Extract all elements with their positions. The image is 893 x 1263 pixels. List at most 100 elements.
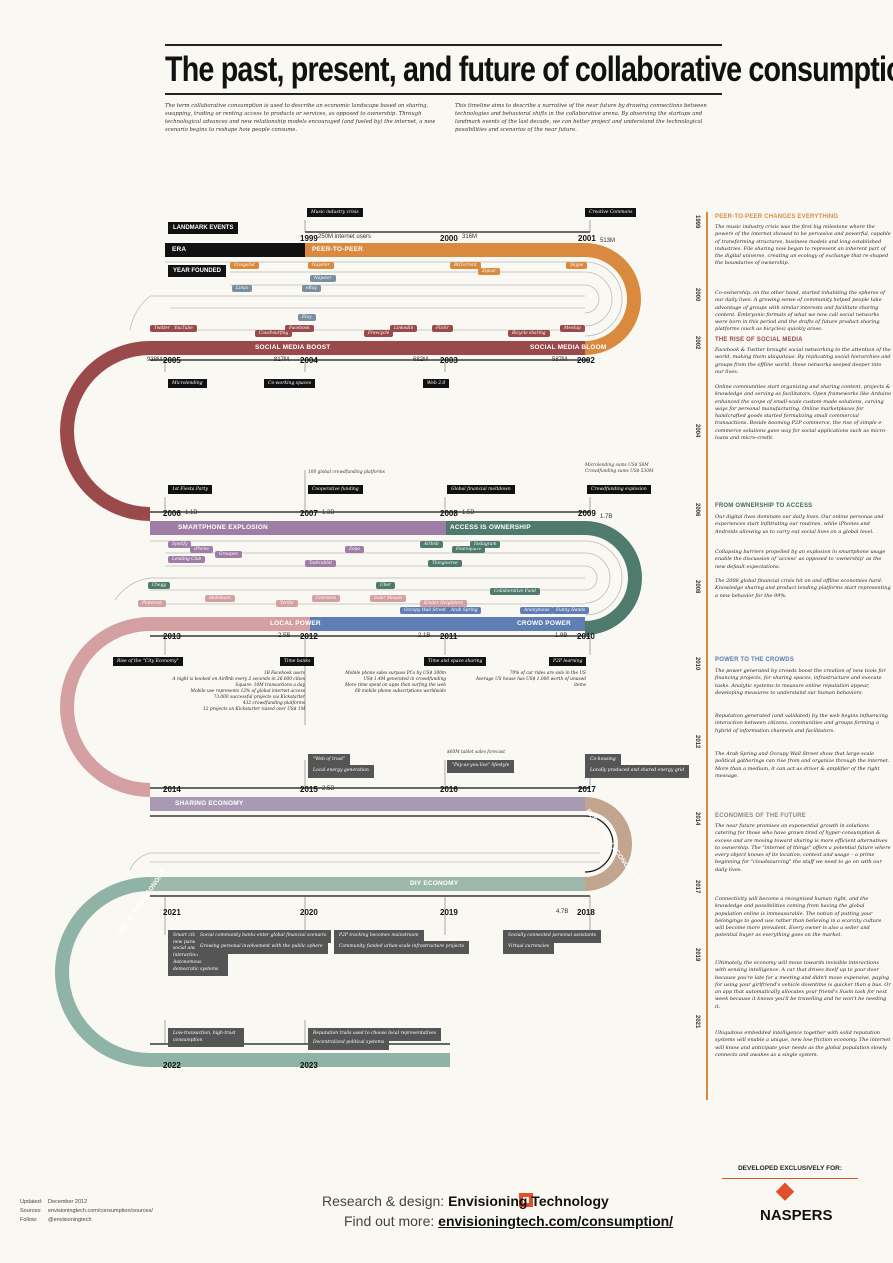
legend-era: ERA	[172, 246, 187, 253]
event-timespace: Time and space sharing	[424, 657, 487, 666]
year-2017: 2017	[578, 785, 596, 794]
company-chip: Occupy Wall Street	[400, 607, 450, 614]
era-social-boost: SOCIAL MEDIA BOOST	[255, 344, 331, 351]
event-locally: Locally produced and shared energy grid	[585, 765, 690, 778]
developed-label: DEVELOPED EXCLUSIVELY FOR:	[737, 1165, 843, 1172]
era-sharing: SHARING ECONOMY	[175, 800, 244, 807]
company-chip: Twitter	[150, 325, 174, 332]
event-microlending: Microlending	[168, 379, 207, 388]
company-chip: Collaborative Fund	[490, 588, 540, 595]
event-growing: Growing personal involvement with the pu…	[195, 941, 328, 954]
year-2004: 2004	[300, 356, 318, 365]
developed-rule	[722, 1178, 858, 1179]
stats-2011: Mobile phone sales surpass PCs by US$ 30…	[344, 671, 446, 694]
side-year: 2019	[694, 948, 700, 962]
side-heading-social: THE RISE OF SOCIAL MEDIA	[715, 337, 803, 343]
company-chip: Chegg	[148, 582, 171, 589]
users-2007: 1.3B	[322, 510, 335, 516]
envisioning-logo-icon	[519, 1193, 533, 1207]
users-2005: 938M	[147, 357, 163, 363]
side-heading-crowds: POWER TO THE CROWDS	[715, 657, 795, 663]
footer-link[interactable]: envisioningtech.com/consumption/	[438, 1213, 674, 1229]
year-2007: 2007	[300, 509, 318, 518]
users-2015: 2.5B	[322, 786, 335, 792]
side-heading-future: ECONOMIES OF THE FUTURE	[715, 813, 806, 819]
event-coworking: Co-working spaces	[264, 379, 316, 388]
year-2014: 2014	[163, 785, 181, 794]
top-rule	[165, 44, 722, 46]
side-para: The Arab Spring and Occupy Wall Street s…	[715, 751, 890, 779]
side-para: Connectivity will become a recognized hu…	[715, 896, 882, 939]
company-chip: Foursquare	[452, 546, 486, 553]
era-access: ACCESS IS OWNERSHIP	[450, 524, 531, 531]
side-para: Ultimately, the economy will move toward…	[715, 960, 891, 1010]
company-chip: Funny Hands	[552, 607, 590, 614]
event-cohousing: Co-housing	[585, 754, 621, 767]
era-track-social	[60, 341, 585, 521]
event-social-bank: Social community banks enter global fina…	[195, 930, 332, 943]
users-2000: 316M	[462, 234, 478, 240]
year-2020: 2020	[300, 908, 318, 917]
company-chip: Linux	[232, 285, 253, 292]
users-2002: 587M	[552, 357, 568, 363]
footer-meta: Updated: December 2012 Sources: envisionin…	[20, 1199, 153, 1223]
company-chip: Couchsurfing	[255, 330, 293, 337]
year-1999: 1999	[300, 234, 318, 243]
event-time: Time banks	[280, 657, 315, 666]
side-para: The power generated by crowds boost the …	[715, 668, 886, 696]
event-decentral: Decentralized political systems	[308, 1037, 390, 1050]
company-chip: YouTube	[170, 325, 197, 332]
note-2016: $60M tablet sales forecast	[447, 750, 505, 755]
era-track-diy	[55, 877, 585, 1067]
year-2008: 2008	[440, 509, 458, 518]
event-city: Rise of the "City Economy"	[113, 657, 183, 666]
era-smartphone: SMARTPHONE EXPLOSION	[178, 524, 268, 531]
side-year: 2012	[694, 735, 700, 749]
side-year: 2010	[694, 657, 700, 671]
company-chip: Taskrabbit	[305, 560, 337, 567]
users-2001: 513M	[600, 238, 616, 244]
side-para: Our digital lives dominate our daily liv…	[715, 514, 884, 535]
company-chip: Skype	[566, 262, 588, 269]
users-2010: 1.9B	[555, 633, 568, 639]
side-year: 2014	[694, 812, 700, 826]
era-p2p: PEER-TO-PEER	[312, 246, 364, 253]
users-2008: 1.5B	[462, 510, 475, 516]
company-chip: iPhone	[190, 546, 213, 553]
year-2005: 2005	[163, 356, 181, 365]
year-2006: 2006	[163, 509, 181, 518]
event-fiesta: 1st Fiesta Party	[168, 485, 212, 494]
users-2009: 1.7B	[600, 514, 613, 520]
event-web-trust: "Web of trust"	[308, 754, 351, 767]
title-rule	[165, 93, 722, 95]
side-year: 1999	[694, 215, 700, 229]
year-2001: 2001	[578, 234, 596, 243]
footer-research: Research & design: Envisioning Technolog…	[322, 1193, 609, 1209]
company-chip: BitTorrent	[450, 262, 481, 269]
era-track-p2p	[165, 243, 641, 355]
company-chip: Instagram	[470, 541, 501, 548]
side-year: 2004	[694, 424, 700, 438]
era-local: LOCAL POWER	[270, 620, 321, 627]
users-2012: 2.5B	[278, 633, 291, 639]
users-2011: 2.1B	[418, 633, 431, 639]
company-chip: Spotify	[168, 541, 192, 548]
year-2012: 2012	[300, 632, 318, 641]
year-2009: 2009	[578, 509, 596, 518]
event-music: Music industry crisis	[307, 208, 363, 217]
company-chip: Napster	[308, 262, 334, 269]
company-chip: Airbnb	[420, 541, 443, 548]
naspers-logo-icon	[775, 1182, 795, 1201]
company-chip: eBay	[302, 285, 321, 292]
side-year: 2002	[694, 336, 700, 350]
event-p2p-tracking: P2P tracking becomes mainstream	[334, 930, 424, 943]
note-2009: Microlending sums US$ 58M Crowdfunding s…	[585, 463, 654, 474]
page-title: The past, present, and future of collabo…	[165, 50, 893, 89]
company-chip: Uber	[376, 582, 395, 589]
company-chip: Kinder Neighbors	[420, 600, 467, 607]
era-crowd: CROWD POWER	[517, 620, 571, 627]
year-2003: 2003	[440, 356, 458, 365]
legend-year-founded: YEAR FOUNDED	[168, 265, 227, 277]
side-year: 2008	[694, 580, 700, 594]
